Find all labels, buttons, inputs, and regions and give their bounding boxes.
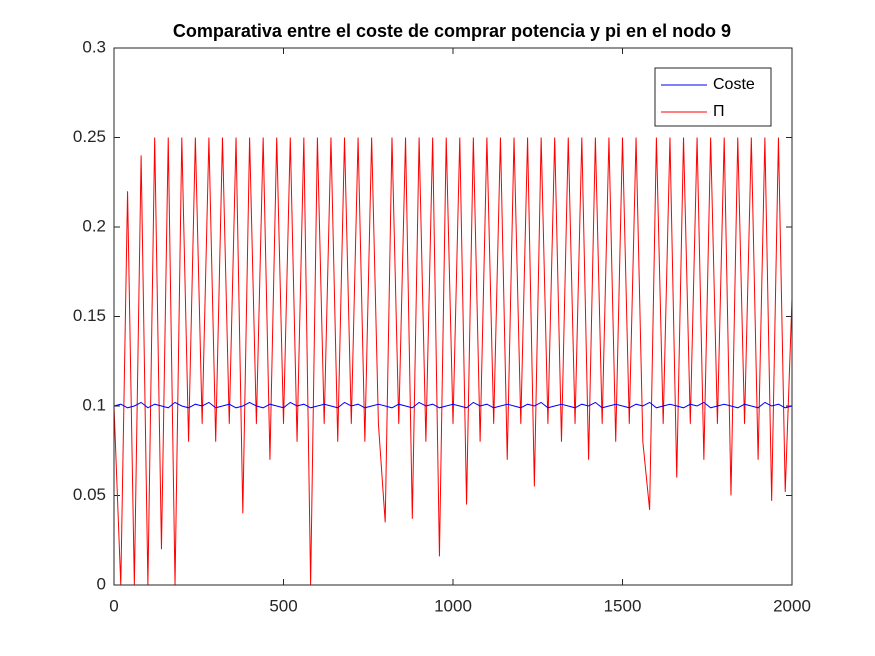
data-line <box>113 137 793 586</box>
x-tick-label: 1500 <box>604 596 642 615</box>
y-tick-label: 0.25 <box>73 127 106 146</box>
y-tick-label: 0.2 <box>82 216 106 235</box>
plot-frame <box>113 47 793 586</box>
data-line <box>113 401 793 409</box>
x-tick-label: 500 <box>269 596 297 615</box>
x-tick-label: 2000 <box>773 596 811 615</box>
y-tick-label: 0.15 <box>73 306 106 325</box>
legend-box <box>654 67 772 127</box>
y-tick-label: 0 <box>97 574 106 593</box>
legend-label: Π <box>713 103 725 120</box>
y-tick-label: 0.1 <box>82 395 106 414</box>
x-tick-label: 1000 <box>434 596 472 615</box>
y-tick-label: 0.05 <box>73 485 106 504</box>
legend-label: Coste <box>713 76 755 93</box>
y-tick-label: 0.3 <box>82 37 106 56</box>
chart-title: Comparativa entre el coste de comprar po… <box>173 21 731 41</box>
x-tick-label: 0 <box>109 596 118 615</box>
